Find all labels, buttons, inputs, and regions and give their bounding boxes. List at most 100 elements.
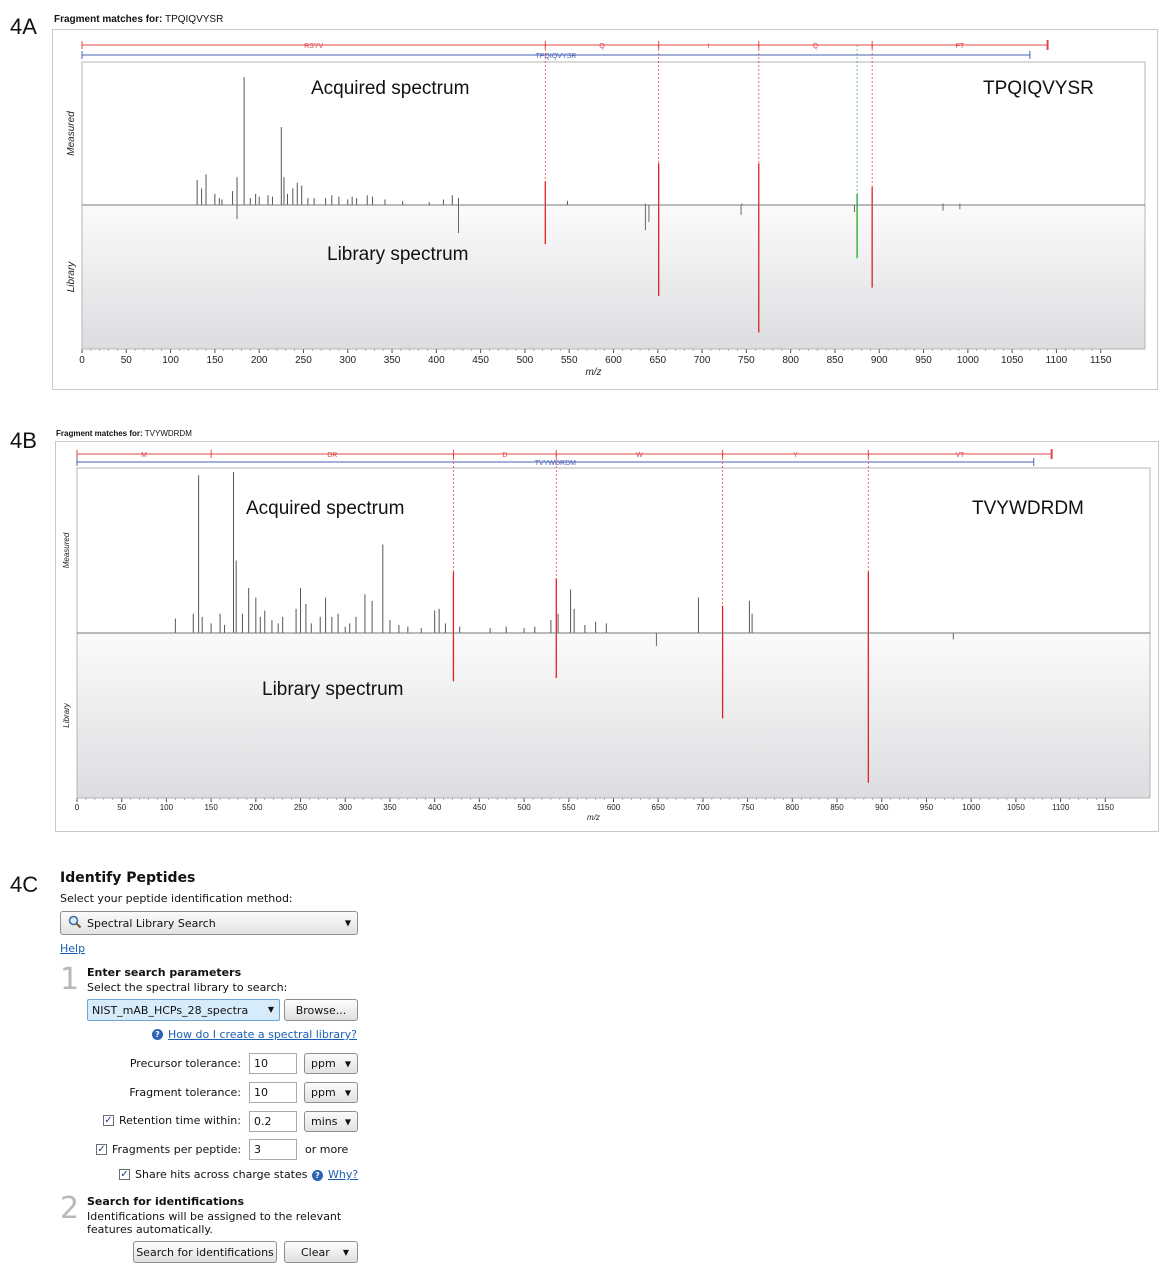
help-icon: ?: [312, 1170, 323, 1181]
chevron-down-icon: ▼: [344, 1117, 351, 1126]
precursor-tolerance-label: Precursor tolerance:: [129, 1057, 241, 1070]
retention-unit-value: mins: [311, 1115, 338, 1128]
x-tick-label: 50: [121, 355, 133, 366]
library-spectrum-label: Library spectrum: [327, 244, 469, 265]
ion-ladder-label: Q: [599, 43, 605, 50]
help-link[interactable]: Help: [60, 942, 86, 955]
x-tick-label: 400: [428, 803, 442, 812]
x-tick-label: 900: [871, 355, 888, 366]
x-tick-label: 150: [207, 355, 224, 366]
retention-time-checkbox[interactable]: ✓: [103, 1115, 114, 1126]
x-tick-label: 1050: [1001, 355, 1024, 366]
x-axis-title: m/z: [585, 367, 601, 378]
x-tick-label: 700: [694, 355, 711, 366]
x-tick-label: 750: [741, 803, 755, 812]
x-tick-label: 350: [383, 803, 397, 812]
peptide-label: TPQIQVYSR: [983, 78, 1094, 99]
precursor-ladder-label: TVYWDRDM: [535, 460, 576, 467]
method-select-value: Spectral Library Search: [87, 916, 216, 930]
x-axis-title: m/z: [587, 813, 600, 822]
browse-button[interactable]: Browse...: [284, 999, 358, 1021]
step-2-text-line-1: Identifications will be assigned to the …: [87, 1210, 342, 1223]
x-tick-label: 1100: [1052, 803, 1070, 812]
x-tick-label: 450: [472, 355, 489, 366]
create-library-link[interactable]: How do I create a spectral library?: [168, 1028, 357, 1041]
precursor-unit-value: ppm: [311, 1057, 336, 1070]
retention-time-label: Retention time within:: [119, 1114, 241, 1127]
fragments-suffix: or more: [305, 1143, 349, 1156]
library-axis-label: Library: [66, 261, 77, 293]
ion-ladder-label: RSYV: [304, 43, 323, 50]
x-tick-label: 300: [339, 355, 356, 366]
fragments-per-peptide-input[interactable]: 3: [249, 1139, 297, 1160]
library-select-value: NIST_mAB_HCPs_28_spectra: [92, 1003, 248, 1017]
chevron-down-icon: ▼: [267, 1005, 274, 1014]
ion-ladder-label: Q: [813, 43, 819, 50]
ion-ladder-label: W: [636, 452, 643, 459]
search-icon: [68, 915, 82, 932]
method-select[interactable]: Spectral Library Search ▼: [60, 911, 358, 935]
x-tick-label: 950: [915, 355, 932, 366]
step-1-heading: Enter search parameters: [87, 966, 242, 979]
chevron-down-icon: ▼: [344, 918, 351, 928]
x-tick-label: 400: [428, 355, 445, 366]
step-2-number: 2: [60, 1191, 80, 1226]
library-axis-label: Library: [62, 702, 71, 727]
peptide-label: TVYWDRDM: [972, 498, 1084, 519]
library-select[interactable]: NIST_mAB_HCPs_28_spectra ▼: [87, 999, 280, 1021]
retention-unit-select[interactable]: mins ▼: [304, 1111, 358, 1132]
fragment-title-peptide: TVYWDRDM: [144, 429, 192, 438]
x-tick-label: 1100: [1046, 355, 1068, 366]
x-tick-label: 0: [79, 355, 85, 366]
x-tick-label: 200: [251, 355, 268, 366]
precursor-ladder-label: TPQIQVYSR: [535, 53, 576, 60]
measured-axis-label: Measured: [62, 532, 71, 568]
acquired-spectrum-label: Acquired spectrum: [311, 78, 470, 99]
ion-ladder-label: PT: [955, 43, 965, 50]
x-tick-label: 800: [782, 355, 799, 366]
fragment-title-b: Fragment matches for: TVYWDRDM: [56, 429, 192, 438]
chevron-down-icon: ▼: [344, 1059, 351, 1068]
spectrum-chart-a: Measured Library RSYV Q I Q PT TPQIQVYSR 0 50 100 1…: [52, 29, 1158, 390]
retention-time-input[interactable]: 0.2: [249, 1111, 297, 1132]
help-icon: ?: [152, 1029, 163, 1040]
fragment-tolerance-label: Fragment tolerance:: [129, 1086, 241, 1099]
spectrum-svg-a: Measured Library RSYV Q I Q PT TPQIQVYSR 0 50 100 1…: [66, 40, 1146, 378]
x-tick-label: 850: [830, 803, 844, 812]
x-tick-label: 500: [517, 355, 534, 366]
fragment-tolerance-input[interactable]: 10: [249, 1082, 297, 1103]
clear-button[interactable]: Clear ▼: [284, 1241, 358, 1263]
ion-ladder-label: Y: [793, 452, 798, 459]
fragments-per-peptide-checkbox[interactable]: ✓: [96, 1144, 107, 1155]
fragment-title-prefix: Fragment matches for:: [56, 429, 143, 438]
search-identifications-button[interactable]: Search for identifications: [133, 1241, 277, 1263]
acquired-spectrum-label: Acquired spectrum: [246, 498, 405, 519]
x-tick-label: 1000: [962, 803, 980, 812]
x-tick-label: 600: [605, 355, 622, 366]
identify-peptides-title: Identify Peptides: [60, 870, 196, 886]
precursor-unit-select[interactable]: ppm ▼: [304, 1053, 358, 1074]
why-link[interactable]: Why?: [328, 1168, 359, 1181]
x-tick-label: 450: [473, 803, 487, 812]
panel-label-4b: 4B: [10, 428, 37, 453]
fragment-unit-select[interactable]: ppm ▼: [304, 1082, 358, 1103]
precursor-tolerance-input[interactable]: 10: [249, 1053, 297, 1074]
x-tick-label: 1150: [1097, 803, 1115, 812]
x-tick-label: 950: [920, 803, 934, 812]
x-tick-label: 1150: [1090, 355, 1112, 366]
share-hits-checkbox[interactable]: ✓: [119, 1169, 130, 1180]
ion-ladder-label: D: [502, 452, 507, 459]
chevron-down-icon: ▼: [342, 1248, 349, 1257]
method-prompt: Select your peptide identification metho…: [60, 892, 293, 905]
clear-button-label: Clear: [301, 1245, 330, 1259]
x-tick-label: 350: [384, 355, 401, 366]
spectrum-chart-b: Measured Library M DR D W Y VT TVYWDRDM 0 50 100 150…: [55, 441, 1159, 832]
x-tick-label: 900: [875, 803, 889, 812]
x-tick-label: 500: [517, 803, 531, 812]
step-1-number: 1: [60, 962, 80, 997]
ion-ladder-label: M: [141, 452, 147, 459]
x-tick-label: 1000: [957, 355, 980, 366]
chevron-down-icon: ▼: [344, 1088, 351, 1097]
measured-axis-label: Measured: [66, 111, 77, 156]
panel-label-4c: 4C: [10, 872, 39, 897]
